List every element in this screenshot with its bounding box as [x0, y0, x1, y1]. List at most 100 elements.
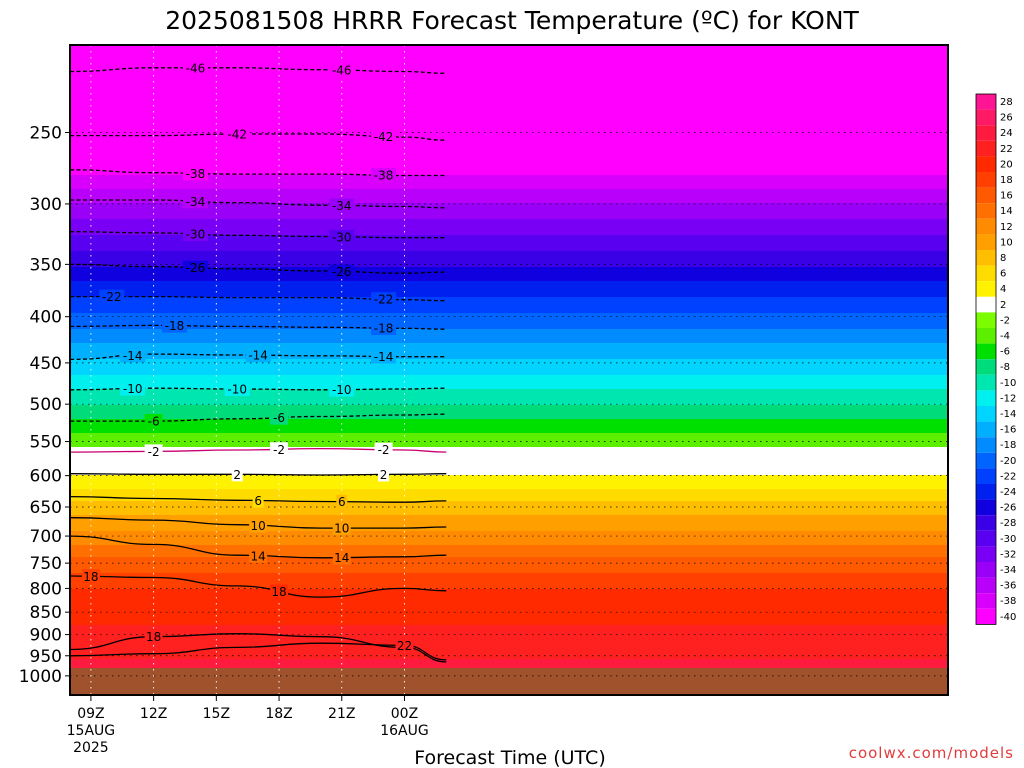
colorbar-label: 28	[1000, 97, 1013, 108]
temperature-band	[70, 537, 948, 540]
temperature-band	[70, 59, 948, 62]
temperature-band	[70, 289, 948, 292]
temperature-band	[70, 513, 948, 516]
temperature-band	[70, 489, 948, 492]
temperature-band	[70, 593, 948, 596]
temperature-band	[70, 229, 948, 232]
contour-label-bg	[99, 289, 125, 304]
temperature-band	[70, 177, 948, 180]
colorbar-label: 22	[1000, 144, 1013, 155]
colorbar-label: 6	[1000, 269, 1006, 280]
temperature-band	[70, 457, 948, 460]
temperature-band	[70, 233, 948, 236]
temperature-band	[70, 571, 948, 574]
colorbar-swatch	[976, 421, 996, 438]
temperature-band	[70, 239, 948, 242]
temperature-band	[70, 635, 948, 638]
temperature-band	[70, 271, 948, 274]
temperature-band	[70, 291, 948, 294]
contour-line	[69, 517, 447, 529]
x-tick-label: 21Z	[328, 706, 355, 722]
colorbar-label: 14	[1000, 206, 1013, 217]
temperature-band	[70, 45, 948, 48]
temperature-band	[70, 631, 948, 634]
temperature-band	[70, 173, 948, 176]
temperature-band	[70, 183, 948, 186]
temperature-band	[70, 375, 948, 378]
contour-label: -22	[102, 290, 122, 304]
contour-label: -38	[186, 167, 206, 181]
temperature-band	[70, 97, 948, 100]
contour-line	[69, 67, 447, 74]
contour-label: 10	[334, 522, 349, 536]
temperature-band	[70, 231, 948, 234]
temperature-band	[70, 101, 948, 104]
temperature-band	[70, 99, 948, 102]
colorbar-label: 12	[1000, 222, 1013, 233]
temperature-band	[70, 399, 948, 402]
temperature-band	[70, 563, 948, 566]
y-tick-label: 650	[30, 498, 62, 518]
temperature-band	[70, 459, 948, 462]
temperature-band	[70, 315, 948, 318]
contour-label-bg	[329, 229, 355, 244]
credit-link[interactable]: coolwx.com/models	[848, 744, 1014, 762]
colorbar-swatch	[976, 156, 996, 172]
y-tick-label: 300	[30, 195, 62, 215]
contour-line	[69, 353, 447, 361]
temperature-band	[70, 657, 948, 660]
colorbar-swatch	[976, 515, 996, 531]
contour-label-bg	[144, 414, 163, 429]
temperature-band	[70, 633, 948, 636]
colorbar-label: -36	[1000, 581, 1016, 592]
contour-line	[69, 263, 447, 274]
temperature-band	[70, 539, 948, 542]
temperature-band	[70, 351, 948, 354]
temperature-band	[70, 577, 948, 580]
contour-label-bg	[224, 381, 250, 396]
temperature-band	[70, 467, 948, 470]
temperature-band	[70, 647, 948, 650]
temperature-band	[70, 87, 948, 90]
contour-label: -10	[227, 382, 247, 396]
contour-label: -34	[186, 195, 206, 209]
y-tick-label: 500	[30, 395, 62, 415]
temperature-band	[70, 317, 948, 320]
colorbar-swatch	[976, 374, 996, 391]
temperature-band	[70, 65, 948, 68]
contour-label-bg	[371, 168, 397, 183]
temperature-band	[70, 117, 948, 120]
y-tick-label: 800	[30, 579, 62, 599]
temperature-band	[70, 155, 948, 158]
temperature-band	[70, 159, 948, 162]
temperature-band	[70, 211, 948, 214]
temperature-band	[70, 477, 948, 480]
y-tick-label: 900	[30, 626, 62, 646]
underground-fill	[70, 667, 948, 695]
contour-label: 2	[380, 468, 388, 482]
temperature-band	[70, 299, 948, 302]
temperature-band	[70, 335, 948, 338]
contour-label: 22	[397, 639, 412, 653]
temperature-band	[70, 179, 948, 182]
colorbar-swatch	[976, 328, 996, 344]
contour-label: 18	[83, 570, 98, 584]
colorbar-swatch	[976, 140, 996, 157]
temperature-band	[70, 321, 948, 324]
contour-label-bg	[249, 548, 268, 563]
temperature-band	[70, 643, 948, 646]
temperature-band	[70, 519, 948, 522]
contour-line	[69, 473, 447, 476]
temperature-band	[70, 507, 948, 510]
temperature-band	[70, 481, 948, 484]
contour-label-bg	[81, 569, 100, 584]
contour-label: -6	[148, 415, 160, 429]
temperature-band	[70, 503, 948, 506]
temperature-band	[70, 193, 948, 196]
contour-label-bg	[182, 227, 208, 242]
temperature-band	[70, 393, 948, 396]
temperature-band	[70, 581, 948, 584]
colorbar-label: -8	[1000, 362, 1010, 373]
temperature-band	[70, 209, 948, 212]
temperature-band	[70, 333, 948, 336]
